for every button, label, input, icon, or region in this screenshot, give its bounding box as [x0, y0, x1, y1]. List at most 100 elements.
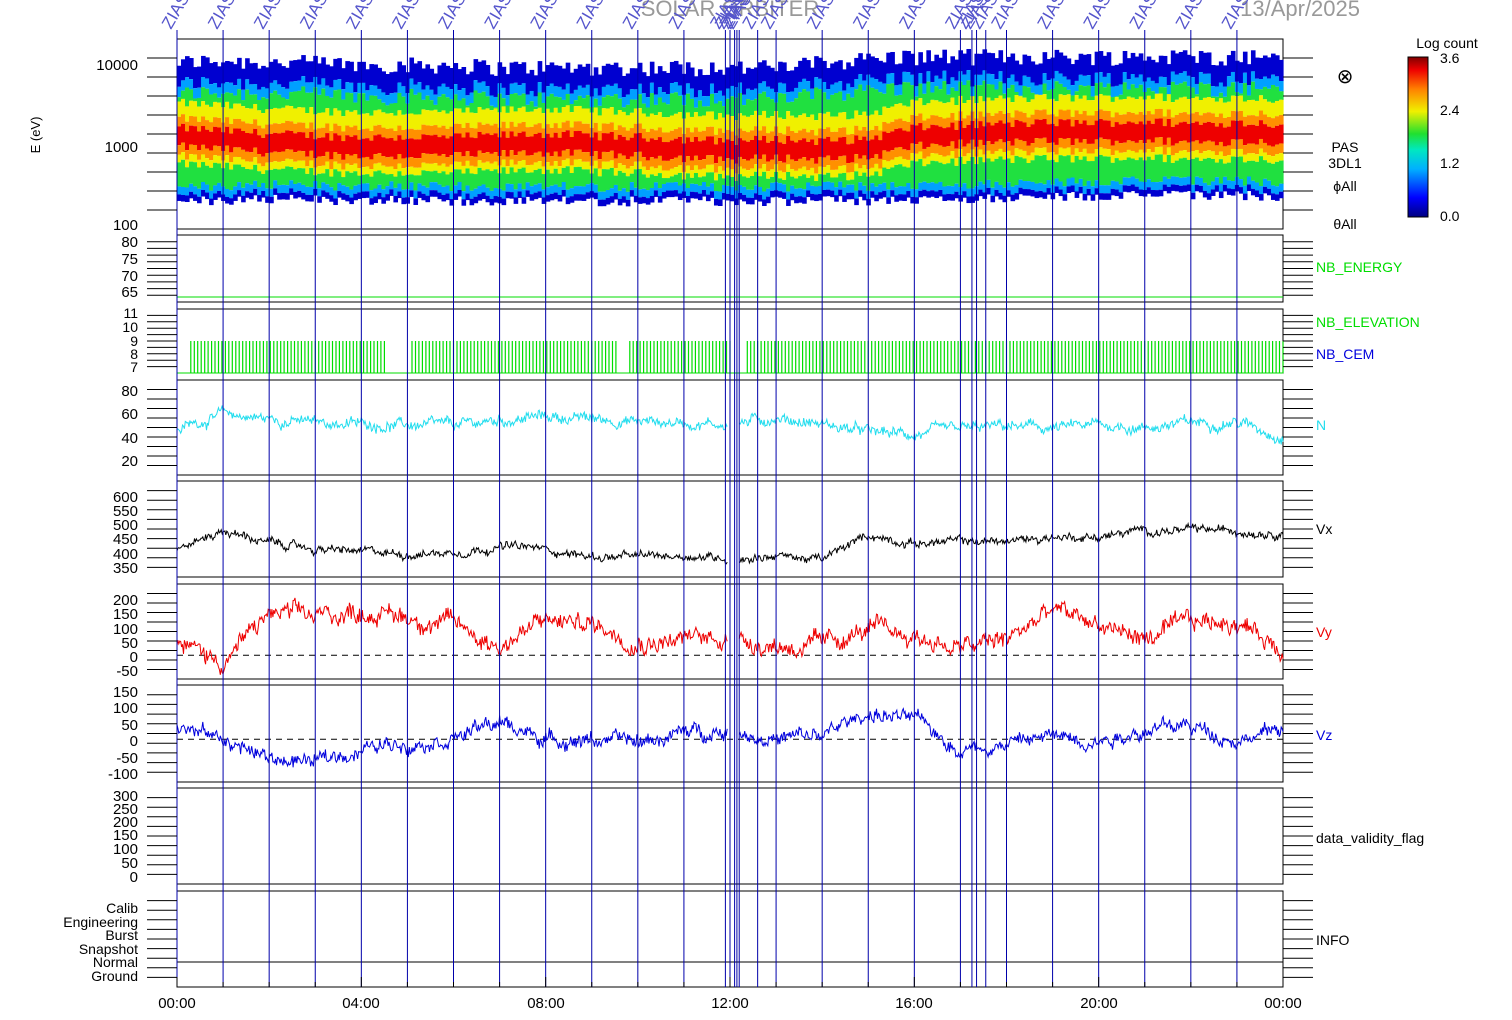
spectrogram-cell	[1026, 189, 1032, 196]
spectrogram-cell	[1130, 141, 1136, 151]
spectrogram-cell	[285, 130, 290, 150]
spectrogram-cell	[353, 154, 358, 164]
spectrogram-cell	[461, 191, 467, 200]
spectrogram-cell	[1162, 144, 1168, 155]
spectrogram-cell	[301, 160, 306, 169]
spectrogram-cell	[870, 183, 875, 192]
spectrogram-cell	[1170, 50, 1176, 72]
spectrogram-cell	[333, 169, 338, 191]
spectrogram-cell	[1114, 85, 1120, 97]
spectrogram-cell	[1238, 120, 1244, 140]
spectrogram-cell	[337, 183, 342, 192]
event-marker-label: ZIAS	[895, 0, 930, 32]
density-tick-label: 60	[121, 406, 138, 423]
spectrogram-cell	[533, 152, 539, 163]
spectrogram-cell	[697, 90, 703, 101]
spectrogram-cell	[297, 168, 302, 183]
spectrogram-cell	[517, 107, 523, 124]
spectrogram-cell	[557, 86, 563, 98]
spectrogram-cell	[846, 134, 851, 145]
spectrogram-cell	[1202, 113, 1208, 123]
spectrogram-cell	[309, 160, 314, 169]
spectrogram-cell	[782, 119, 787, 135]
spectrogram-cell	[665, 170, 671, 179]
spectrogram-cell	[449, 99, 455, 112]
spectrogram-cell	[1154, 190, 1160, 197]
spectrogram-cell	[926, 183, 931, 192]
spectrogram-cell	[1262, 124, 1268, 143]
colorbar-tick-label: 3.6	[1440, 50, 1460, 66]
spectrogram-cell	[754, 126, 759, 136]
spectrogram-cell	[1230, 110, 1236, 121]
spectrogram-cell	[1202, 158, 1208, 183]
spectrogram-cell	[998, 184, 1004, 193]
spectrogram-cell	[461, 173, 467, 192]
spectrogram-cell	[725, 158, 731, 168]
spectrogram-cell	[1010, 155, 1016, 163]
spectrogram-cell	[485, 96, 491, 109]
spectrogram-cell	[874, 89, 879, 111]
spectrogram-cell	[197, 87, 202, 98]
spectrogram-cell	[898, 186, 903, 195]
spectrogram-cell	[629, 128, 635, 138]
spectrogram-cell	[786, 164, 791, 172]
spectrogram-cell	[325, 192, 330, 199]
spectrogram-cell	[1258, 156, 1264, 187]
spectrogram-cell	[842, 187, 847, 196]
spectrogram-cell	[377, 134, 382, 154]
spectrogram-cell	[1110, 180, 1116, 189]
spectrogram-cell	[1222, 127, 1228, 147]
spectrogram-cell	[1018, 157, 1024, 180]
spectrogram-cell	[902, 186, 907, 195]
spectrogram-cell	[349, 127, 354, 137]
spectrogram-cell	[914, 125, 919, 145]
spectrogram-cell	[217, 146, 222, 156]
spectrogram-cell	[201, 116, 206, 127]
spectrogram-cell	[798, 168, 803, 177]
spectrogram-cell	[1170, 162, 1176, 177]
validity-tick-label: 250	[113, 801, 138, 818]
spectrogram-cell	[906, 106, 911, 122]
spectrogram-cell	[361, 113, 366, 130]
spectrogram-cell	[249, 94, 254, 109]
spectrogram-cell	[581, 98, 587, 109]
spectrogram-cell	[465, 193, 471, 201]
spectrogram-cell	[521, 121, 527, 132]
spectrogram-cell	[669, 93, 675, 116]
spectrogram-cell	[693, 76, 699, 98]
spectrogram-cell	[189, 116, 194, 126]
spectrogram-cell	[413, 139, 419, 159]
spectrogram-cell	[878, 60, 883, 82]
spectrogram-cell	[1254, 125, 1260, 145]
spectrogram-cell	[882, 159, 887, 168]
spectrogram-cell	[225, 162, 230, 189]
spectrogram-cell	[533, 124, 539, 135]
spectrogram-cell	[609, 85, 615, 97]
spectrogram-cell	[966, 160, 972, 189]
nb-energy-tick-label: 70	[121, 268, 138, 285]
spectrogram-cell	[265, 153, 270, 163]
spectrogram-cell	[1138, 53, 1144, 75]
spectrogram-cell	[1078, 114, 1084, 124]
spectrogram-cell	[1254, 154, 1260, 162]
spectrogram-cell	[790, 159, 795, 170]
spectrogram-cell	[677, 85, 683, 96]
spectrogram-cell	[625, 130, 631, 141]
spectrogram-cell	[814, 135, 819, 146]
spectrogram-cell	[1178, 150, 1184, 159]
spectrogram-cell	[1270, 185, 1276, 194]
info-label: INFO	[1316, 932, 1350, 948]
spectrogram-cell	[321, 137, 326, 157]
spectrogram-cell	[1018, 111, 1024, 122]
spectrogram-cell	[834, 141, 839, 161]
spectrogram-cell	[1082, 185, 1088, 194]
spectrogram-cell	[1194, 94, 1200, 97]
spectrogram-cell	[581, 169, 587, 187]
spectrogram-cell	[1046, 143, 1052, 153]
spectrogram-cell	[766, 133, 771, 143]
spectrogram-cell	[1038, 155, 1044, 183]
spectrogram-cell	[1154, 83, 1160, 94]
spectrogram-cell	[826, 111, 831, 128]
spectrogram-cell	[1078, 53, 1084, 75]
spectrogram-cell	[762, 164, 767, 172]
